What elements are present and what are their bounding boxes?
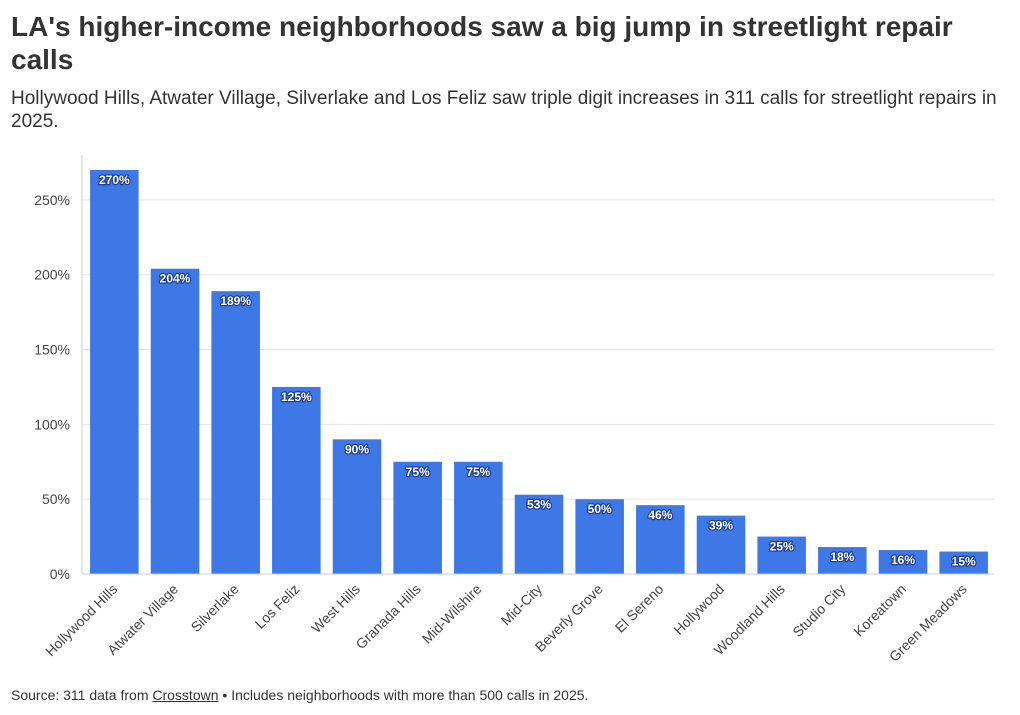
y-tick-label: 0% xyxy=(50,566,70,582)
bar xyxy=(272,386,321,574)
bar xyxy=(818,547,867,574)
x-tick-label: Mid-City xyxy=(498,581,546,629)
bar xyxy=(878,550,928,574)
bar-value-label: 53% xyxy=(527,498,551,512)
bar-value-label: 46% xyxy=(648,508,672,522)
chart-subtitle: Hollywood Hills, Atwater Village, Silver… xyxy=(11,88,997,132)
bar-value-label: 75% xyxy=(466,465,490,479)
bar xyxy=(393,461,442,574)
bar xyxy=(757,536,806,574)
bar xyxy=(332,439,382,574)
bar xyxy=(939,551,988,574)
bar-value-label: 39% xyxy=(709,519,733,533)
bar xyxy=(90,169,139,574)
bar-value-label: 50% xyxy=(588,502,612,516)
source-note: Source: 311 data from Crosstown • Includ… xyxy=(11,687,588,703)
x-tick-label: Silverlake xyxy=(188,581,242,635)
chart-title: LA's higher-income neighborhoods saw a b… xyxy=(11,11,953,75)
x-tick-label: Granada Hills xyxy=(352,581,423,652)
y-tick-label: 150% xyxy=(34,342,70,358)
y-tick-label: 50% xyxy=(42,491,70,507)
x-tick-label: Koreatown xyxy=(850,581,909,640)
source-suffix: • Includes neighborhoods with more than … xyxy=(218,687,589,703)
bar xyxy=(636,505,685,574)
bar-value-label: 25% xyxy=(770,540,794,554)
bar xyxy=(211,291,260,574)
y-tick-label: 200% xyxy=(34,267,70,283)
x-tick-label: Studio City xyxy=(789,581,848,640)
x-tick-label: Hollywood xyxy=(670,581,727,638)
bar-value-label: 270% xyxy=(99,173,130,187)
bar-value-label: 16% xyxy=(891,553,915,567)
bar-value-label: 204% xyxy=(160,272,191,286)
bar xyxy=(454,461,503,574)
x-tick-label: West Hills xyxy=(308,581,363,636)
x-tick-label: El Sereno xyxy=(612,581,667,636)
bar xyxy=(575,499,624,574)
y-tick-label: 250% xyxy=(34,192,70,208)
bar xyxy=(696,515,746,574)
bar-value-label: 125% xyxy=(281,390,312,404)
bar-value-label: 189% xyxy=(220,294,251,308)
bar-value-label: 15% xyxy=(952,555,976,569)
bar-value-label: 90% xyxy=(345,442,369,456)
y-tick-label: 100% xyxy=(34,416,70,432)
x-tick-label: Los Feliz xyxy=(252,581,303,632)
x-tick-label: Mid-Wilshire xyxy=(419,581,485,647)
bar xyxy=(150,268,200,574)
bar xyxy=(514,494,564,574)
bar-chart: 0%50%100%150%200%250%270%Hollywood Hills… xyxy=(34,155,994,665)
crosstown-link[interactable]: Crosstown xyxy=(152,687,219,703)
bar-value-label: 18% xyxy=(830,550,854,564)
bar-value-label: 75% xyxy=(406,465,430,479)
source-prefix: Source: 311 data from xyxy=(11,687,153,703)
